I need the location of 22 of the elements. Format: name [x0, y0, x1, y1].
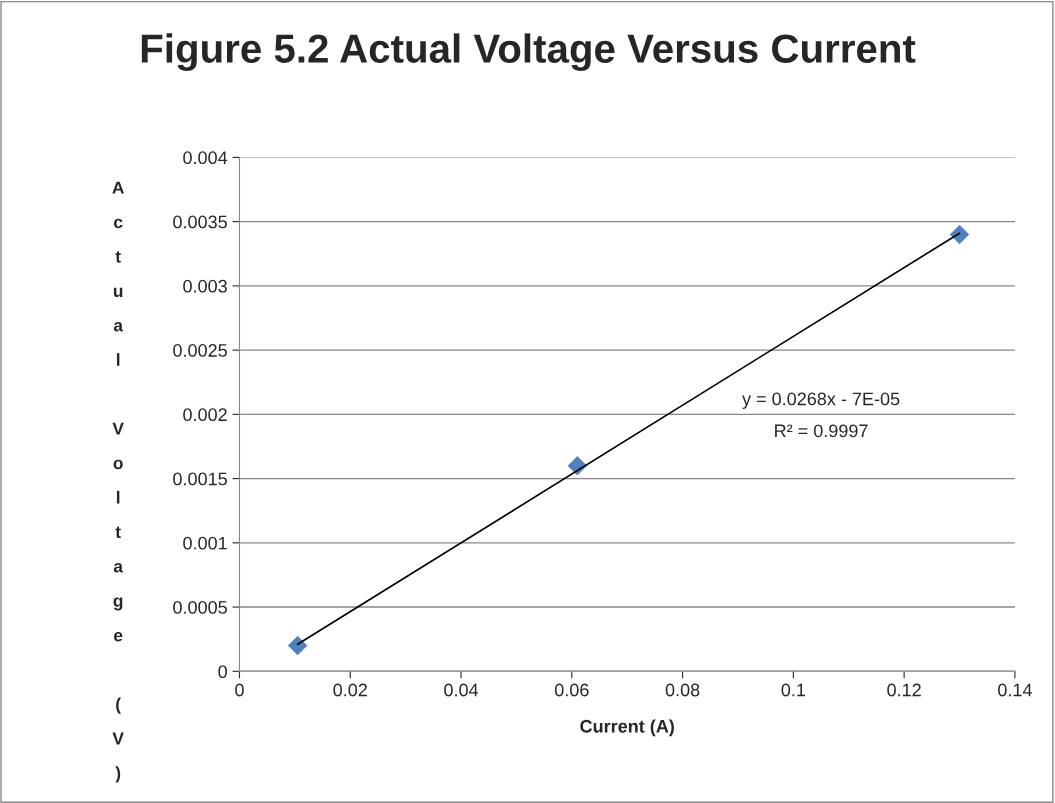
y-tick-label: 0.002 [183, 408, 227, 422]
x-tick-label: 0.04 [444, 683, 479, 697]
x-tick-label: 0.14 [998, 683, 1032, 697]
x-tick-label: 0 [235, 683, 244, 697]
annotation: R² = 0.9997 [775, 424, 868, 438]
y-tick-label: 0.0005 [173, 601, 227, 614]
y-tick-label: 0.0015 [173, 472, 227, 486]
x-tick-label: 0.06 [554, 683, 589, 697]
y-tick-label: 0.003 [183, 279, 227, 293]
x-tick-label: 0.12 [887, 683, 921, 697]
x-tick-label: 0.1 [781, 683, 806, 697]
y-tick-label: 0.001 [183, 536, 227, 550]
chart-title: Figure 5.2 Actual Voltage Versus Current [141, 33, 916, 72]
y-tick-label: 0.0035 [173, 215, 227, 229]
x-tick-label: 0.02 [333, 683, 367, 697]
x-axis-title: Current (A) [580, 719, 674, 737]
annotation: y = 0.0268x - 7E-05 [742, 392, 900, 409]
text: Actual Voltage (V) [112, 181, 124, 783]
x-tick-label: 0.08 [665, 683, 700, 697]
y-tick-label: 0.0025 [173, 344, 227, 357]
y-tick-label: 0 [218, 665, 227, 679]
y-tick-label: 0.004 [183, 151, 228, 165]
